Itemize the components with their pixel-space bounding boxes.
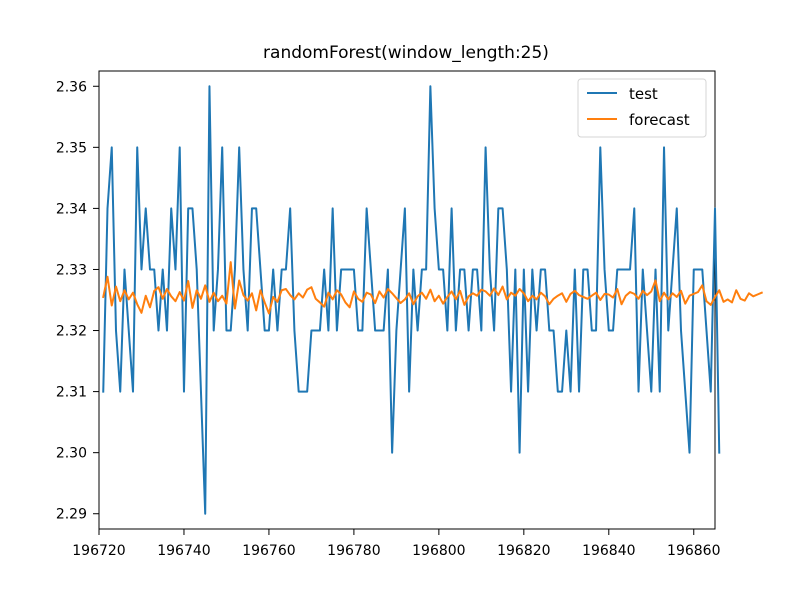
- x-tick-label: 196760: [242, 543, 295, 559]
- y-tick-label: 2.29: [56, 507, 87, 523]
- x-tick-label: 196780: [327, 543, 380, 559]
- x-axis: 196720 196740 196760 196780 196800 196820 1968…: [72, 529, 720, 559]
- y-tick-label: 2.33: [56, 262, 87, 278]
- x-tick-label: 196840: [582, 543, 635, 559]
- y-tick-label: 2.31: [56, 385, 87, 401]
- legend: test forecast: [577, 78, 707, 138]
- y-tick-label: 2.36: [56, 79, 87, 95]
- y-axis: 2.29 2.30 2.31 2.32 2.33 2.34 2.35 2.36: [56, 79, 99, 523]
- x-tick-label: 196800: [412, 543, 465, 559]
- y-tick-label: 2.34: [56, 201, 87, 217]
- series-line-test: [102, 85, 721, 515]
- chart-title: randomForest(window_length:25): [263, 43, 549, 63]
- legend-label-test: test: [629, 85, 658, 103]
- x-tick-label: 196720: [72, 543, 125, 559]
- x-tick-label: 196860: [667, 543, 720, 559]
- x-tick-label: 196820: [497, 543, 550, 559]
- y-tick-label: 2.32: [56, 324, 87, 340]
- legend-label-forecast: forecast: [629, 111, 690, 129]
- series-layer: [102, 85, 764, 515]
- series-line-forecast: [102, 261, 764, 315]
- y-tick-label: 2.35: [56, 140, 87, 156]
- plot-area: [98, 70, 764, 530]
- y-tick-label: 2.30: [56, 446, 87, 462]
- x-tick-label: 196740: [157, 543, 210, 559]
